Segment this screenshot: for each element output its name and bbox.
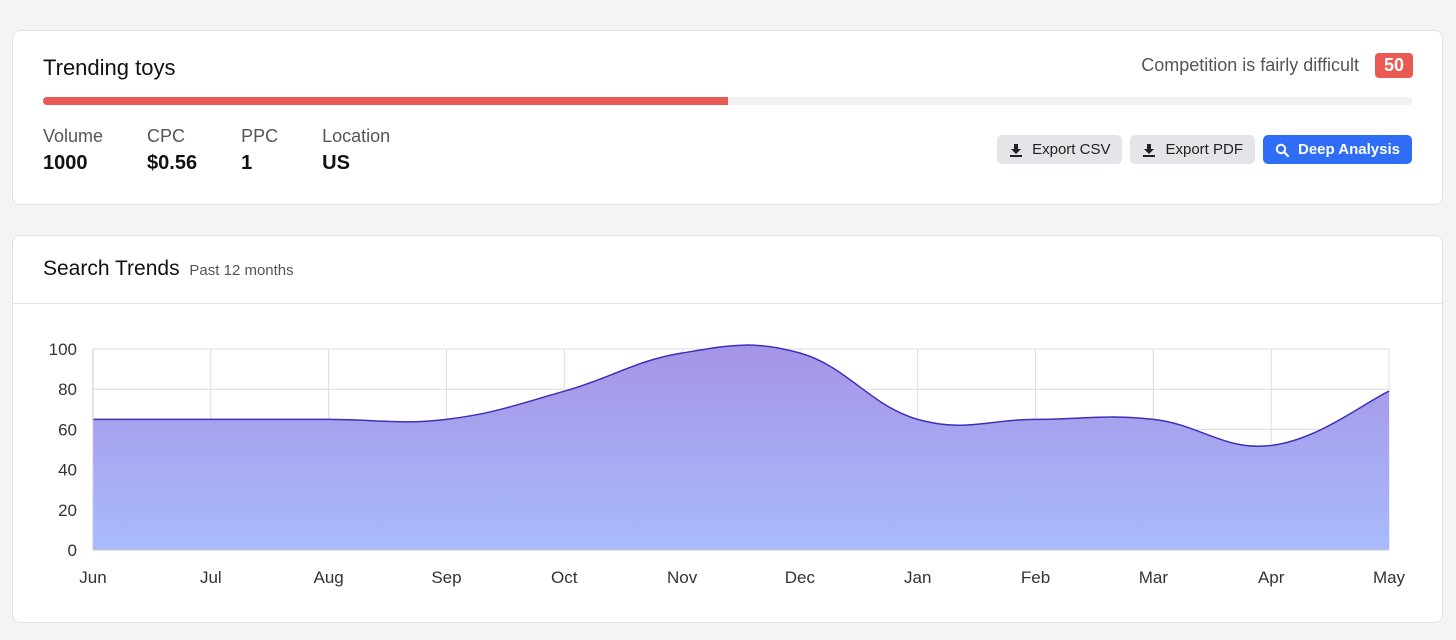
metric-label: CPC [147,126,186,146]
card-header: Search Trends Past 12 months [13,236,1442,304]
x-tick-label: Jul [200,568,222,587]
metric-label: PPC [241,126,279,146]
y-tick-label: 60 [58,420,77,439]
y-tick-label: 100 [49,340,77,359]
export-pdf-label: Export PDF [1165,141,1243,158]
x-tick-label: May [1373,568,1406,587]
deep-analysis-button[interactable]: Deep Analysis [1263,135,1412,164]
competition-score-badge: 50 [1374,53,1413,78]
metric-value: 1 [241,152,253,174]
trends-title: Search Trends Past 12 months [43,257,294,281]
y-tick-label: 40 [58,461,77,480]
keyword-metrics: Volume 1000 CPC $0.56 PPC 1 Location US [43,125,434,175]
y-tick-label: 20 [58,501,77,520]
x-tick-label: Dec [785,568,816,587]
metric-value: 1000 [43,152,88,174]
keyword-title: Trending toys [43,55,176,80]
y-tick-label: 0 [68,541,77,560]
export-csv-label: Export CSV [1032,141,1111,158]
series-line [93,344,1390,447]
x-tick-label: Nov [667,568,698,587]
chart-series [93,344,1390,550]
competition-label: Competition is fairly difficult [1141,55,1359,75]
metric-value: $0.56 [147,152,198,174]
x-tick-label: Aug [314,568,344,587]
download-icon [1143,143,1156,157]
export-pdf-button[interactable]: Export PDF [1130,135,1255,164]
keyword-card: Trending toys Competition is fairly diff… [12,30,1443,205]
competition-progress-fill [43,97,728,105]
metric-label: Volume [43,126,104,146]
search-icon [1275,143,1289,157]
x-tick-label: Oct [551,568,578,587]
x-tick-label: Jan [904,568,931,587]
export-actions: Export CSV Export PDF Deep Analysis [989,135,1412,164]
trends-subtitle: Past 12 months [189,262,294,279]
metric-volume: Volume 1000 [43,125,103,175]
search-trends-chart: 0 20 40 60 80 100 Jun Jul Aug Sep Oct Nov Dec Jan Feb M… [49,340,1406,587]
x-tick-label: Jun [79,568,106,587]
download-icon [1010,143,1023,157]
y-tick-label: 80 [58,380,77,399]
x-tick-label: Apr [1258,568,1285,587]
trends-title-text: Search Trends [43,257,180,280]
metric-location: Location US [322,125,390,175]
search-trends-card: Search Trends Past 12 months 0 20 40 60 80 10… [12,235,1443,623]
export-csv-button[interactable]: Export CSV [997,135,1123,164]
metric-label: Location [322,126,391,146]
metric-ppc: PPC 1 [241,125,278,175]
x-tick-label: Sep [431,568,461,587]
metric-value: US [322,152,350,174]
x-tick-label: Mar [1139,568,1169,587]
series-area [93,345,1389,550]
competition-progress-bar [43,97,1413,105]
x-tick-label: Feb [1021,568,1050,587]
chart-axes: 0 20 40 60 80 100 Jun Jul Aug Sep Oct Nov Dec Jan Feb M… [49,340,1406,587]
competition-indicator: Competition is fairly difficult 50 [1141,53,1413,78]
deep-analysis-label: Deep Analysis [1298,141,1400,158]
metric-cpc: CPC $0.56 [147,125,197,175]
